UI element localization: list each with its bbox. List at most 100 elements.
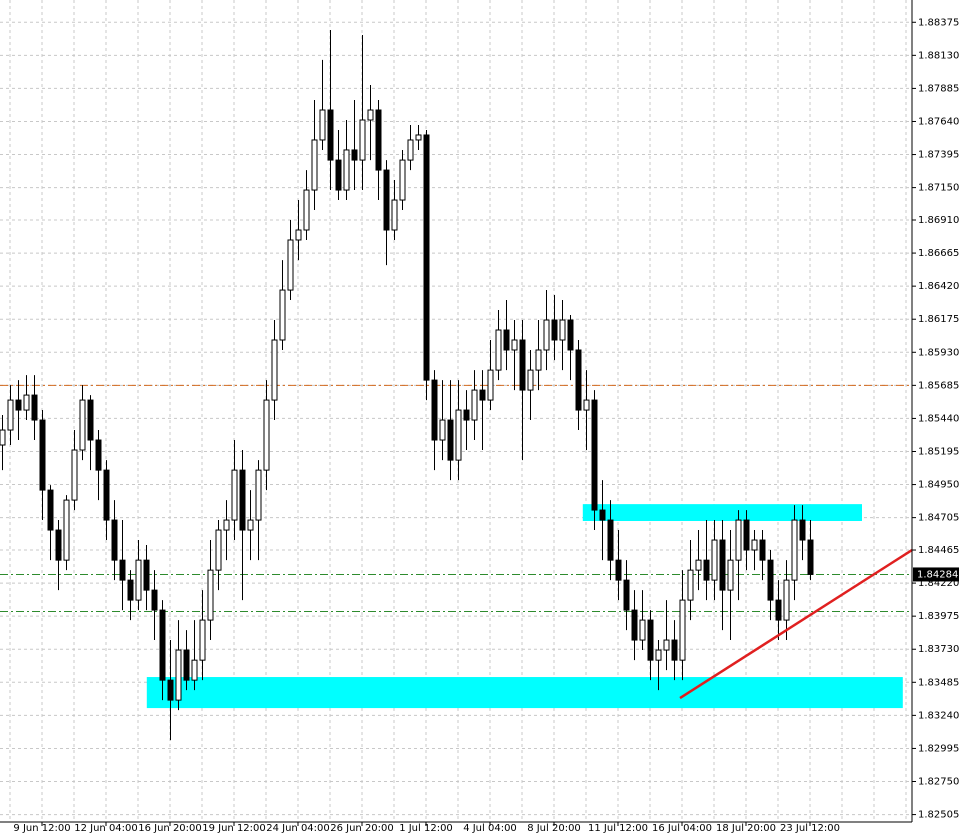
candle-body bbox=[527, 369, 534, 391]
x-tick-label: 23 Jul 12:00 bbox=[780, 823, 840, 834]
candle-body bbox=[151, 589, 158, 611]
candle-body bbox=[639, 619, 646, 641]
candle-body bbox=[559, 319, 566, 341]
candle-body bbox=[167, 679, 174, 701]
candle-body bbox=[39, 419, 46, 491]
candle-body bbox=[695, 559, 702, 571]
candle-body bbox=[743, 519, 750, 551]
candle-body bbox=[351, 149, 358, 161]
candle-body bbox=[295, 229, 302, 241]
y-tick-label: 1.84465 bbox=[918, 545, 959, 556]
y-tick-label: 1.86175 bbox=[918, 314, 959, 325]
candle-body bbox=[807, 539, 814, 575]
candle-body bbox=[247, 519, 254, 531]
candle-body bbox=[263, 399, 270, 471]
trendline bbox=[679, 548, 913, 700]
y-tick-label: 1.83240 bbox=[918, 710, 959, 721]
candle-body bbox=[519, 339, 526, 391]
y-tick-label: 1.83975 bbox=[918, 611, 959, 622]
x-tick-label: 12 Jun 04:00 bbox=[74, 823, 138, 834]
y-tick-label: 1.83730 bbox=[918, 644, 959, 655]
candle-body bbox=[119, 559, 126, 581]
x-tick-label: 16 Jun 20:00 bbox=[138, 823, 202, 834]
candle-body bbox=[711, 539, 718, 581]
candle-body bbox=[207, 569, 214, 621]
y-tick-label: 1.85930 bbox=[918, 347, 959, 358]
candle-body bbox=[575, 349, 582, 411]
candle-body bbox=[255, 469, 262, 521]
candle-body bbox=[311, 139, 318, 191]
candle-body bbox=[647, 619, 654, 661]
candle-body bbox=[215, 529, 222, 571]
candle-body bbox=[175, 649, 182, 701]
y-tick-label: 1.85440 bbox=[918, 413, 959, 424]
candle-body bbox=[55, 529, 62, 561]
candle-body bbox=[399, 159, 406, 201]
y-tick-label: 1.84220 bbox=[918, 578, 959, 589]
candle-body bbox=[623, 579, 630, 611]
candle-body bbox=[671, 639, 678, 661]
x-tick-label: 26 Jun 20:00 bbox=[330, 823, 394, 834]
candle-body bbox=[439, 419, 446, 441]
candle-body bbox=[95, 439, 102, 471]
y-tick-label: 1.82995 bbox=[918, 743, 959, 754]
candle-body bbox=[631, 609, 638, 641]
candle-body bbox=[223, 519, 230, 531]
candle-body bbox=[679, 599, 686, 661]
candle-body bbox=[63, 499, 70, 561]
candle-body bbox=[599, 509, 606, 521]
x-tick-label: 16 Jul 04:00 bbox=[652, 823, 712, 834]
y-tick-label: 1.87395 bbox=[918, 150, 959, 161]
y-tick-label: 1.82505 bbox=[918, 810, 959, 821]
candle-body bbox=[455, 409, 462, 461]
y-tick-label: 1.84950 bbox=[918, 480, 959, 491]
candle-body bbox=[783, 579, 790, 621]
candle-body bbox=[127, 579, 134, 601]
candle-body bbox=[103, 469, 110, 521]
y-tick-label: 1.88375 bbox=[918, 17, 959, 28]
candle-body bbox=[407, 139, 414, 161]
candle-body bbox=[479, 389, 486, 401]
candle-body bbox=[543, 319, 550, 351]
y-tick-label: 1.82750 bbox=[918, 777, 959, 788]
y-tick-label: 1.87885 bbox=[918, 83, 959, 94]
x-tick-label: 8 Jul 20:00 bbox=[527, 823, 581, 834]
candle-body bbox=[343, 149, 350, 191]
candle-body bbox=[719, 539, 726, 591]
x-tick-label: 19 Jun 12:00 bbox=[202, 823, 266, 834]
candle-body bbox=[751, 539, 758, 551]
candle-body bbox=[279, 289, 286, 341]
candle-body bbox=[15, 399, 22, 411]
candle-body bbox=[31, 394, 38, 421]
candle-body bbox=[767, 559, 774, 601]
candle-body bbox=[487, 369, 494, 401]
y-tick-label: 1.84705 bbox=[918, 513, 959, 524]
candle-body bbox=[391, 199, 398, 231]
candle-body bbox=[159, 609, 166, 681]
x-tick-label: 24 Jun 04:00 bbox=[266, 823, 330, 834]
candle-body bbox=[607, 519, 614, 561]
candle-body bbox=[191, 659, 198, 681]
current-price-box bbox=[913, 567, 959, 582]
candle-body bbox=[431, 379, 438, 441]
y-tick-label: 1.88130 bbox=[918, 50, 959, 61]
x-tick-label: 18 Jul 20:00 bbox=[716, 823, 776, 834]
candle-body bbox=[735, 519, 742, 561]
candle-body bbox=[327, 109, 334, 161]
x-tick-label: 1 Jul 12:00 bbox=[399, 823, 453, 834]
candle-body bbox=[447, 419, 454, 461]
current-price-label: 1.84284 bbox=[917, 569, 958, 580]
candle-body bbox=[503, 329, 510, 351]
candle-body bbox=[87, 399, 94, 441]
candle-body bbox=[359, 119, 366, 161]
candle-body bbox=[199, 619, 206, 661]
candle-body bbox=[23, 394, 30, 411]
candle-body bbox=[791, 519, 798, 581]
candle-body bbox=[655, 649, 662, 661]
y-tick-label: 1.86420 bbox=[918, 281, 959, 292]
y-tick-label: 1.86665 bbox=[918, 248, 959, 259]
candle-body bbox=[551, 319, 558, 341]
candle-body bbox=[511, 339, 518, 351]
candle-body bbox=[287, 239, 294, 291]
y-tick-label: 1.85685 bbox=[918, 380, 959, 391]
